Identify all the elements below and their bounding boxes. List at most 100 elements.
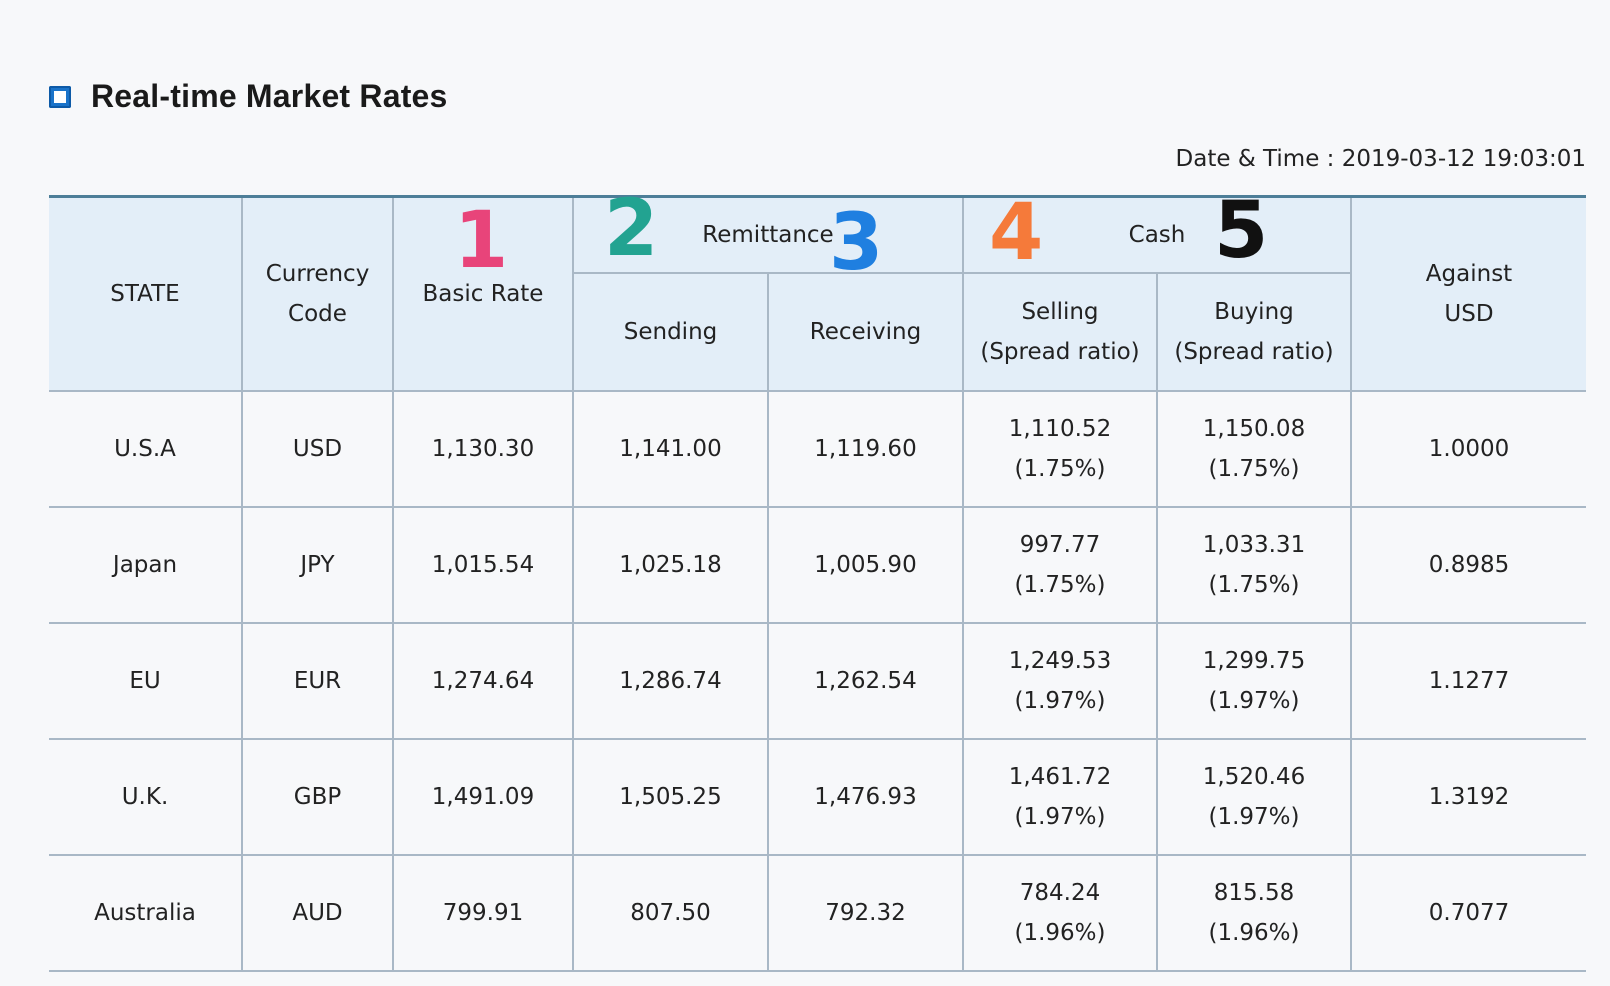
- cell-buying: 1,033.31 (1.75%): [1156, 506, 1352, 624]
- table-row: U.K. GBP 1,491.09 1,505.25 1,476.93 1,46…: [49, 738, 1586, 856]
- cell-buying-value: 815.58: [1213, 880, 1295, 906]
- cell-currency-code: AUD: [241, 854, 394, 972]
- col-header-receiving-label: Receiving: [809, 319, 922, 345]
- col-header-against-line2: USD: [1444, 301, 1494, 327]
- col-header-selling-line2: (Spread ratio): [980, 339, 1140, 365]
- col-header-basic-rate-label: Basic Rate: [422, 281, 544, 307]
- annotation-marker-2: 2: [604, 184, 659, 274]
- cell-buying-spread: (1.97%): [1208, 688, 1300, 714]
- cell-basic-rate: 1,491.09: [392, 738, 574, 856]
- cell-against-usd: 1.1277: [1350, 622, 1586, 740]
- col-header-currency-code: Currency Code: [241, 195, 394, 392]
- cell-receiving: 1,005.90: [767, 506, 964, 624]
- cell-selling-value: 1,110.52: [1008, 416, 1112, 442]
- cell-state: U.K.: [49, 738, 243, 856]
- table-row: Japan JPY 1,015.54 1,025.18 1,005.90 997…: [49, 506, 1586, 624]
- col-header-receiving: Receiving: [767, 272, 964, 392]
- cell-buying-value: 1,520.46: [1202, 764, 1306, 790]
- cell-receiving: 1,476.93: [767, 738, 964, 856]
- cell-selling: 784.24 (1.96%): [962, 854, 1158, 972]
- page-title: Real-time Market Rates: [91, 78, 448, 114]
- cell-basic-rate: 1,015.54: [392, 506, 574, 624]
- col-header-state: STATE: [49, 195, 243, 392]
- cell-buying: 1,150.08 (1.75%): [1156, 390, 1352, 508]
- cell-buying-value: 1,033.31: [1202, 532, 1306, 558]
- cell-buying-spread: (1.75%): [1208, 456, 1300, 482]
- table-row: U.S.A USD 1,130.30 1,141.00 1,119.60 1,1…: [49, 390, 1586, 508]
- date-time-label: Date & Time : 2019-03-12 19:03:01: [1175, 146, 1586, 172]
- cell-state: Australia: [49, 854, 243, 972]
- cell-against-usd: 0.7077: [1350, 854, 1586, 972]
- cell-buying-value: 1,299.75: [1202, 648, 1306, 674]
- cell-receiving: 792.32: [767, 854, 964, 972]
- table-row: EU EUR 1,274.64 1,286.74 1,262.54 1,249.…: [49, 622, 1586, 740]
- col-header-state-label: STATE: [110, 281, 180, 307]
- annotation-marker-3: 3: [829, 198, 884, 288]
- cell-against-usd: 1.3192: [1350, 738, 1586, 856]
- annotation-marker-1: 1: [454, 196, 509, 286]
- cell-state: Japan: [49, 506, 243, 624]
- col-group-remittance: Remittance 2 3: [572, 190, 964, 282]
- col-header-sending-label: Sending: [623, 319, 718, 345]
- col-group-cash-label: Cash: [1128, 222, 1186, 248]
- annotation-marker-5: 5: [1214, 186, 1269, 276]
- cell-selling-spread: (1.75%): [1014, 456, 1106, 482]
- col-header-currency-line1: Currency: [265, 261, 370, 287]
- table-row: Australia AUD 799.91 807.50 792.32 784.2…: [49, 854, 1586, 972]
- cell-against-usd: 1.0000: [1350, 390, 1586, 508]
- cell-state: U.S.A: [49, 390, 243, 508]
- cell-state: EU: [49, 622, 243, 740]
- col-group-cash: Cash 4 5: [962, 188, 1352, 278]
- cell-currency-code: GBP: [241, 738, 394, 856]
- cell-buying-spread: (1.97%): [1208, 804, 1300, 830]
- cell-buying-spread: (1.75%): [1208, 572, 1300, 598]
- cell-currency-code: EUR: [241, 622, 394, 740]
- cell-currency-code: JPY: [241, 506, 394, 624]
- cell-sending: 1,505.25: [572, 738, 769, 856]
- col-header-selling: Selling (Spread ratio): [962, 272, 1158, 392]
- col-header-buying: Buying (Spread ratio): [1156, 272, 1351, 392]
- cell-selling-spread: (1.97%): [1014, 688, 1106, 714]
- cell-receiving: 1,262.54: [767, 622, 964, 740]
- cell-selling-spread: (1.75%): [1014, 572, 1106, 598]
- cell-selling-value: 784.24: [1019, 880, 1101, 906]
- cell-selling: 1,249.53 (1.97%): [962, 622, 1158, 740]
- col-header-sending: Sending: [573, 272, 769, 392]
- cell-buying: 1,520.46 (1.97%): [1156, 738, 1352, 856]
- col-header-buying-line1: Buying: [1214, 299, 1294, 325]
- col-group-remittance-label: Remittance: [702, 222, 834, 248]
- cell-selling-spread: (1.96%): [1014, 920, 1106, 946]
- cell-basic-rate: 799.91: [392, 854, 574, 972]
- title-row: Real-time Market Rates: [49, 78, 448, 115]
- cell-selling: 1,461.72 (1.97%): [962, 738, 1158, 856]
- cell-buying-spread: (1.96%): [1208, 920, 1300, 946]
- cell-sending: 1,025.18: [572, 506, 769, 624]
- cell-sending: 807.50: [572, 854, 769, 972]
- cell-buying: 1,299.75 (1.97%): [1156, 622, 1352, 740]
- col-header-currency-line2: Code: [288, 301, 347, 327]
- cell-selling-value: 1,461.72: [1008, 764, 1112, 790]
- col-header-selling-line1: Selling: [1021, 299, 1099, 325]
- col-header-against-line1: Against: [1425, 261, 1513, 287]
- cell-selling: 997.77 (1.75%): [962, 506, 1158, 624]
- cell-buying: 815.58 (1.96%): [1156, 854, 1352, 972]
- cell-sending: 1,141.00: [572, 390, 769, 508]
- cell-selling-value: 1,249.53: [1008, 648, 1112, 674]
- cell-basic-rate: 1,274.64: [392, 622, 574, 740]
- cell-buying-value: 1,150.08: [1202, 416, 1306, 442]
- col-header-buying-line2: (Spread ratio): [1174, 339, 1334, 365]
- cell-against-usd: 0.8985: [1350, 506, 1586, 624]
- col-header-against-usd: Against USD: [1350, 195, 1586, 392]
- annotation-marker-4: 4: [989, 188, 1044, 278]
- cell-basic-rate: 1,130.30: [392, 390, 574, 508]
- cell-selling: 1,110.52 (1.75%): [962, 390, 1158, 508]
- cell-currency-code: USD: [241, 390, 394, 508]
- col-header-basic-rate: Basic Rate 1: [392, 195, 574, 392]
- rates-table: STATE Currency Code Basic Rate 1 Remitta…: [49, 188, 1586, 972]
- cell-selling-spread: (1.97%): [1014, 804, 1106, 830]
- cell-receiving: 1,119.60: [767, 390, 964, 508]
- cell-sending: 1,286.74: [572, 622, 769, 740]
- square-bullet-icon: [49, 85, 71, 108]
- cell-selling-value: 997.77: [1019, 532, 1101, 558]
